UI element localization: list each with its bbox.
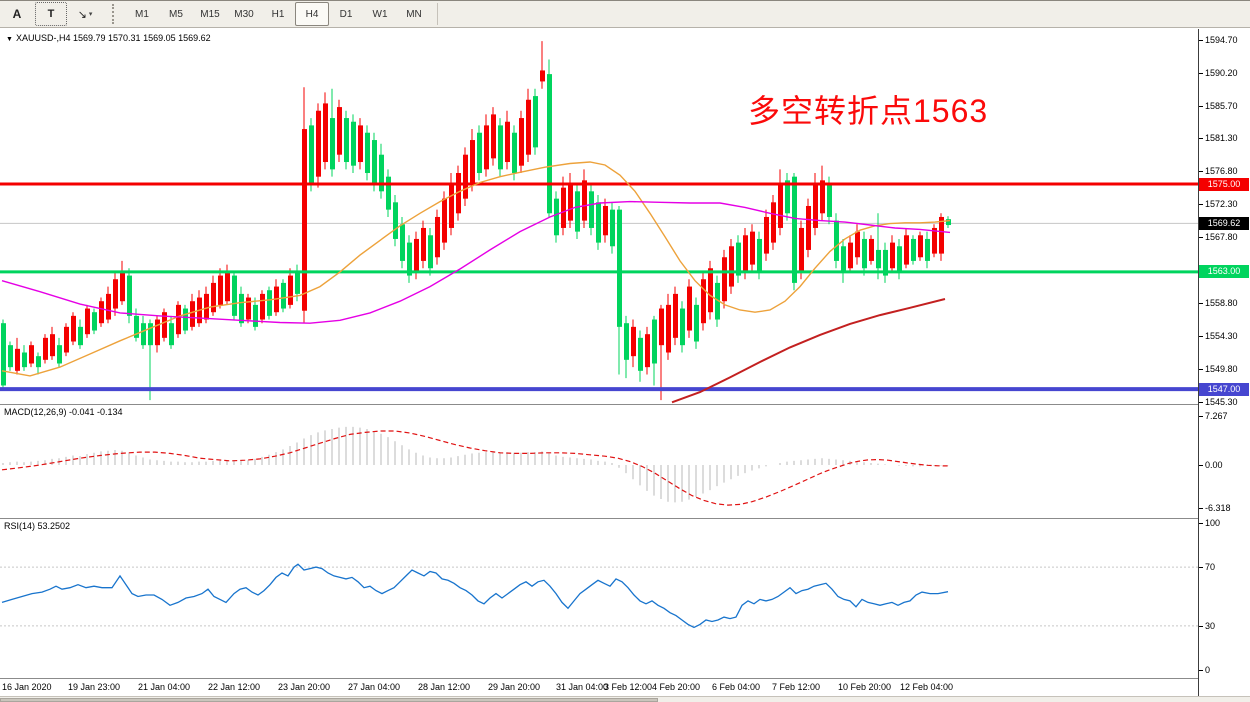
- axis-tick-label: 1585.70: [1205, 100, 1238, 111]
- axis-tick: [1199, 335, 1203, 337]
- axis-tick: [1199, 105, 1203, 107]
- axis-tick-label: -6.318: [1205, 502, 1231, 513]
- time-label: 19 Jan 23:00: [68, 682, 121, 692]
- symbol-dropdown-icon[interactable]: ▼: [6, 36, 13, 43]
- time-label: 4 Feb 20:00: [652, 682, 701, 692]
- chart-header: ▼ XAUUSD-,H4 1569.79 1570.31 1569.05 1569…: [6, 33, 211, 43]
- axis-tick: [1199, 203, 1203, 205]
- axis-tick: [1199, 137, 1203, 139]
- time-label: 31 Jan 04:00: [556, 682, 609, 692]
- rsi-panel-canvas[interactable]: [0, 519, 1198, 678]
- time-axis: 16 Jan 2020 19 Jan 23:00 21 Jan 04:00 22 Ja…: [0, 679, 1198, 696]
- toolbar: A T ↘ ▾ M1 M5 M15 M30 H1 H4 D1 W1 MN: [0, 0, 1250, 28]
- timeframe-m5[interactable]: M5: [169, 8, 183, 20]
- timeframe-d1[interactable]: D1: [339, 8, 353, 20]
- axis-tick: [1199, 465, 1203, 466]
- time-label: 22 Jan 12:00: [208, 682, 261, 692]
- label-tool-button[interactable]: A: [12, 7, 22, 21]
- axis-tick: [1199, 170, 1203, 172]
- price-tag-1575.00: 1575.00: [1199, 177, 1249, 191]
- axis-tick-label: 1545.30: [1205, 396, 1238, 407]
- symbol-period-label: XAUUSD-,H4: [15, 33, 71, 43]
- panel-separator: [0, 678, 1250, 679]
- macd-panel-canvas[interactable]: [0, 405, 1198, 518]
- axis-tick-label: 1576.80: [1205, 165, 1238, 176]
- price-axis[interactable]: 1594.70 1590.20 1585.70 1581.30 1576.80 1572.…: [1198, 29, 1250, 696]
- axis-tick-label: 1590.20: [1205, 67, 1238, 78]
- axis-tick: [1199, 72, 1203, 74]
- macd-label: MACD(12,26,9) -0.041 -0.134: [4, 407, 123, 417]
- main-chart-canvas[interactable]: [0, 29, 1198, 405]
- axis-tick: [1199, 368, 1203, 370]
- arrow-tool-button[interactable]: ↘ ▾: [69, 2, 101, 26]
- axis-tick-label: 1558.80: [1205, 297, 1238, 308]
- toolbar-grip[interactable]: [112, 4, 119, 24]
- timeframe-mn[interactable]: MN: [406, 8, 422, 20]
- axis-tick: [1199, 567, 1203, 569]
- timeframe-h4[interactable]: H4: [295, 2, 329, 26]
- rsi-label: RSI(14) 53.2502: [4, 521, 71, 531]
- axis-tick: [1199, 236, 1203, 238]
- time-label: 16 Jan 2020: [2, 682, 52, 692]
- axis-tick-label: 1594.70: [1205, 34, 1238, 45]
- axis-tick-label: 1581.30: [1205, 132, 1238, 143]
- panel-separator[interactable]: [0, 404, 1250, 405]
- timeframe-m15[interactable]: M15: [200, 8, 220, 20]
- axis-tick-label: 30: [1205, 620, 1216, 631]
- time-label: 12 Feb 04:00: [900, 682, 954, 692]
- time-label: 29 Jan 20:00: [488, 682, 541, 692]
- time-label: 21 Jan 04:00: [138, 682, 191, 692]
- ohlc-high: 1570.31: [108, 33, 141, 43]
- ohlc-low: 1569.05: [143, 33, 176, 43]
- axis-tick: [1199, 39, 1203, 41]
- price-tag-1563.00: 1563.00: [1199, 265, 1249, 279]
- ma-magenta: [1, 200, 951, 324]
- ohlc-close: 1569.62: [178, 33, 211, 43]
- panel-separator[interactable]: [0, 518, 1250, 519]
- scrollbar-thumb[interactable]: [0, 698, 658, 702]
- axis-tick-label: 7.267: [1205, 410, 1228, 421]
- text-tool-button[interactable]: T: [35, 2, 67, 26]
- time-label: 28 Jan 12:00: [418, 682, 471, 692]
- ma-darkred: [671, 298, 946, 404]
- time-label: 3 Feb 12:00: [604, 682, 653, 692]
- time-label: 27 Jan 04:00: [348, 682, 401, 692]
- axis-tick: [1199, 401, 1203, 403]
- axis-tick: [1199, 415, 1203, 417]
- axis-tick-label: 1554.30: [1205, 330, 1238, 341]
- time-label: 6 Feb 04:00: [712, 682, 761, 692]
- axis-tick: [1199, 523, 1203, 524]
- time-label: 7 Feb 12:00: [772, 682, 821, 692]
- axis-tick-label: 1549.80: [1205, 363, 1238, 374]
- axis-tick-label: 100: [1205, 518, 1221, 528]
- ohlc-open: 1569.79: [72, 33, 106, 43]
- axis-tick-label: 1572.30: [1205, 198, 1238, 209]
- timeframe-w1[interactable]: W1: [372, 8, 388, 20]
- axis-tick: [1199, 625, 1203, 627]
- toolbar-separator: [437, 3, 438, 25]
- time-label: 10 Feb 20:00: [838, 682, 892, 692]
- ma-orange: [1, 161, 951, 377]
- horizontal-scrollbar[interactable]: [0, 696, 1250, 702]
- rsi-line: [1, 563, 949, 629]
- time-label: 23 Jan 20:00: [278, 682, 331, 692]
- macd-signal-line: [1, 430, 949, 506]
- price-tag-1569.62: 1569.62: [1199, 216, 1249, 230]
- axis-tick: [1199, 507, 1203, 509]
- arrow-icon: ↘: [77, 8, 87, 21]
- axis-tick-label: 0.00: [1205, 460, 1223, 470]
- axis-tick-label: 0: [1205, 665, 1211, 675]
- chevron-down-icon: ▾: [88, 11, 93, 18]
- timeframe-m1[interactable]: M1: [135, 8, 149, 20]
- chart-annotation-text: 多空转折点1563: [748, 93, 989, 129]
- axis-tick-label: 1567.80: [1205, 231, 1238, 242]
- axis-tick-label: 70: [1205, 562, 1216, 573]
- axis-tick: [1199, 302, 1203, 304]
- axis-tick: [1199, 670, 1203, 671]
- price-tag-1547.00: 1547.00: [1199, 382, 1249, 396]
- timeframe-m30[interactable]: M30: [234, 8, 254, 20]
- timeframe-h1[interactable]: H1: [271, 8, 285, 20]
